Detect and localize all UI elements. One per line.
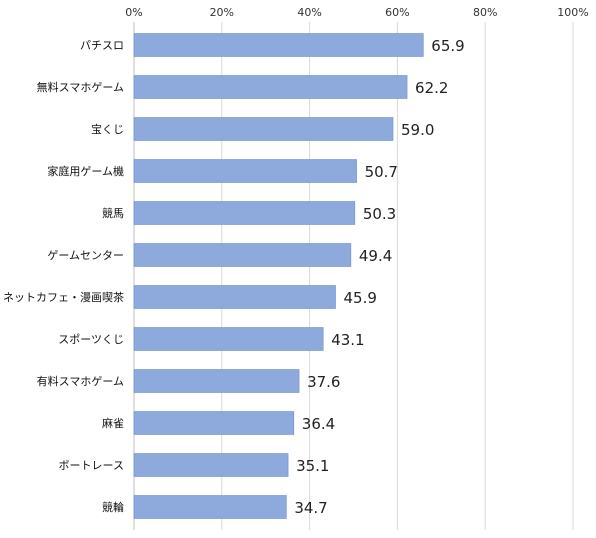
x-tick-label-60: 60% [385, 6, 409, 19]
bar-5 [133, 243, 352, 267]
value-label-5: 49.4 [359, 247, 392, 265]
category-label-0: パチスロ [80, 39, 124, 52]
bar-9 [133, 411, 295, 435]
bar-2 [133, 117, 394, 141]
bar-10 [133, 453, 289, 477]
value-labels: 65.9 62.2 59.0 50.7 50.3 49.4 45.9 43.1 37.6 36.4… [294, 37, 464, 517]
category-label-5: ゲームセンター [47, 249, 124, 262]
value-label-2: 59.0 [401, 121, 434, 139]
category-label-6: ネットカフェ・漫画喫茶 [3, 290, 124, 304]
category-label-2: 宝くじ [91, 122, 124, 136]
value-label-11: 34.7 [294, 499, 327, 517]
x-axis-ticks: 0% 20% 40% 60% 80% 100% [125, 6, 588, 19]
value-label-6: 45.9 [344, 289, 377, 307]
category-label-1: 無料スマホゲーム [37, 80, 124, 94]
bar-6 [133, 285, 336, 309]
bar-1 [133, 75, 408, 99]
x-tick-label-40: 40% [297, 6, 321, 19]
category-label-9: 麻雀 [102, 416, 124, 430]
value-label-4: 50.3 [363, 205, 396, 223]
bar-7 [133, 327, 324, 351]
x-tick-label-20: 20% [210, 6, 234, 19]
x-tick-label-100: 100% [557, 6, 588, 19]
value-label-9: 36.4 [302, 415, 335, 433]
grid-layer [133, 22, 574, 530]
bar-layer [133, 33, 424, 519]
value-label-8: 37.6 [307, 373, 340, 391]
category-label-7: スポーツくじ [58, 333, 124, 346]
category-labels: パチスロ無料スマホゲーム宝くじ家庭用ゲーム機競馬ゲームセンターネットカフェ・漫画… [3, 39, 124, 514]
x-tick-label-80: 80% [473, 6, 497, 19]
category-label-10: ボートレース [59, 459, 124, 472]
bar-8 [133, 369, 300, 393]
value-label-0: 65.9 [431, 37, 464, 55]
category-label-4: 競馬 [102, 206, 124, 220]
category-label-8: 有料スマホゲーム [37, 374, 124, 388]
value-label-10: 35.1 [296, 457, 329, 475]
category-label-3: 家庭用ゲーム機 [47, 164, 124, 178]
x-tick-label-0: 0% [125, 6, 142, 19]
value-label-7: 43.1 [331, 331, 364, 349]
bar-3 [133, 159, 357, 183]
category-label-11: 競輪 [102, 500, 124, 514]
bar-11 [133, 495, 287, 519]
bar-0 [133, 33, 424, 57]
value-label-3: 50.7 [365, 163, 398, 181]
value-label-1: 62.2 [415, 79, 448, 97]
bar-4 [133, 201, 356, 225]
